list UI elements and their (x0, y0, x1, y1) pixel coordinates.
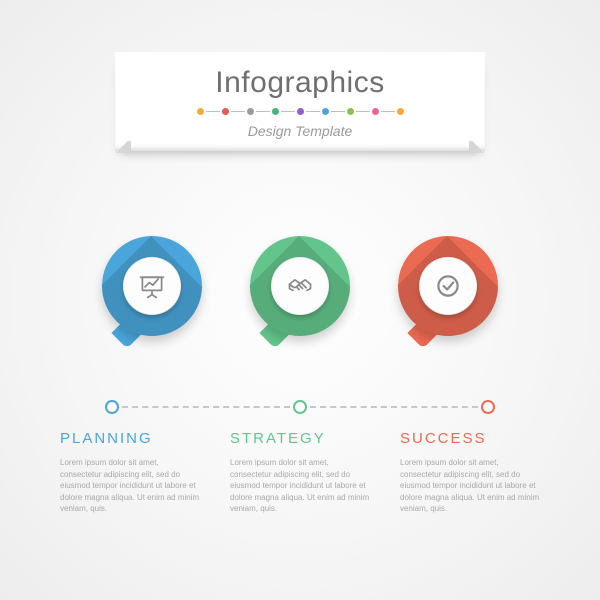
column: SUCCESS Lorem ipsum dolor sit amet, conse… (400, 430, 540, 515)
timeline-segment (310, 406, 478, 408)
header-dot (297, 108, 304, 115)
column-body: Lorem ipsum dolor sit amet, consectetur … (400, 457, 540, 515)
header-dot (197, 108, 204, 115)
page-subtitle: Design Template (115, 123, 485, 139)
column-body: Lorem ipsum dolor sit amet, consectetur … (60, 457, 200, 515)
timeline-segment (122, 406, 290, 408)
header-dot (272, 108, 279, 115)
badge (398, 236, 498, 336)
badge (250, 236, 350, 336)
header: Infographics Design Template (115, 52, 485, 151)
column-body: Lorem ipsum dolor sit amet, consectetur … (230, 457, 370, 515)
header-dot-connector (331, 111, 345, 112)
columns: PLANNING Lorem ipsum dolor sit amet, cons… (0, 430, 600, 515)
timeline-node (293, 400, 307, 414)
header-dot (247, 108, 254, 115)
badges-row (0, 236, 600, 336)
header-dot-connector (306, 111, 320, 112)
page-title: Infographics (115, 66, 485, 100)
header-dot-connector (256, 111, 270, 112)
checkmark-circle-icon (419, 257, 477, 315)
header-dot-connector (206, 111, 220, 112)
header-dot (222, 108, 229, 115)
column-title: PLANNING (60, 430, 200, 447)
header-dot-connector (381, 111, 395, 112)
header-dot-connector (356, 111, 370, 112)
header-dot (347, 108, 354, 115)
handshake-icon (271, 257, 329, 315)
presentation-chart-icon (123, 257, 181, 315)
header-dot-connector (281, 111, 295, 112)
timeline (112, 400, 488, 414)
column-title: SUCCESS (400, 430, 540, 447)
header-dot (397, 108, 404, 115)
column: STRATEGY Lorem ipsum dolor sit amet, cons… (230, 430, 370, 515)
timeline-node (105, 400, 119, 414)
column: PLANNING Lorem ipsum dolor sit amet, cons… (60, 430, 200, 515)
header-dot (372, 108, 379, 115)
timeline-node (481, 400, 495, 414)
header-dot-connector (231, 111, 245, 112)
badge (102, 236, 202, 336)
header-dots (115, 108, 485, 115)
header-banner: Infographics Design Template (115, 52, 485, 151)
column-title: STRATEGY (230, 430, 370, 447)
header-dot (322, 108, 329, 115)
